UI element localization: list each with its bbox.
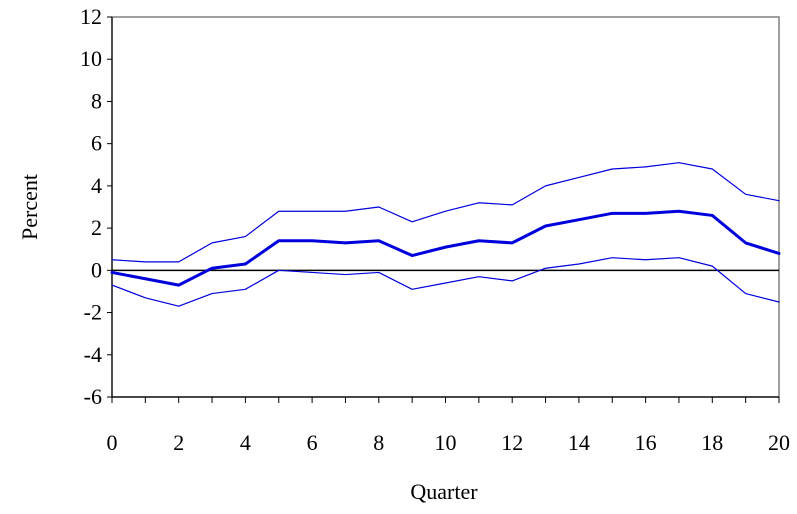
- x-tick-label: 8: [373, 430, 384, 455]
- x-axis-title: Quarter: [410, 479, 478, 504]
- y-tick-label: -2: [84, 300, 102, 325]
- x-tick-label: 16: [635, 430, 657, 455]
- series-line-lower-band: [111, 257, 780, 307]
- x-tick-label: 20: [768, 430, 790, 455]
- x-tick-label: 6: [307, 430, 318, 455]
- x-tick-label: 12: [501, 430, 523, 455]
- y-tick-label: 2: [91, 215, 102, 240]
- y-tick-label: 8: [91, 88, 102, 113]
- y-tick-label: 6: [91, 131, 102, 156]
- series-line-point-estimate: [110, 209, 781, 287]
- x-tick-label: 14: [568, 430, 590, 455]
- series-layer: [110, 162, 781, 307]
- x-tick-label: 4: [240, 430, 251, 455]
- y-tick-label: 0: [91, 257, 102, 282]
- y-tick-label: 4: [91, 173, 102, 198]
- labels-layer: Percent Quarter: [17, 174, 478, 504]
- plot-frame: [111, 16, 780, 398]
- series-line-upper-band: [111, 162, 780, 263]
- x-tick-label: 10: [435, 430, 457, 455]
- y-tick-label: -4: [84, 342, 102, 367]
- y-axis-title: Percent: [17, 174, 42, 240]
- y-tick-label: 10: [80, 46, 102, 71]
- x-tick-label: 0: [107, 430, 118, 455]
- y-tick-label: 12: [80, 4, 102, 29]
- x-tick-label: 2: [173, 430, 184, 455]
- x-tick-label: 18: [701, 430, 723, 455]
- y-tick-label: -6: [84, 384, 102, 409]
